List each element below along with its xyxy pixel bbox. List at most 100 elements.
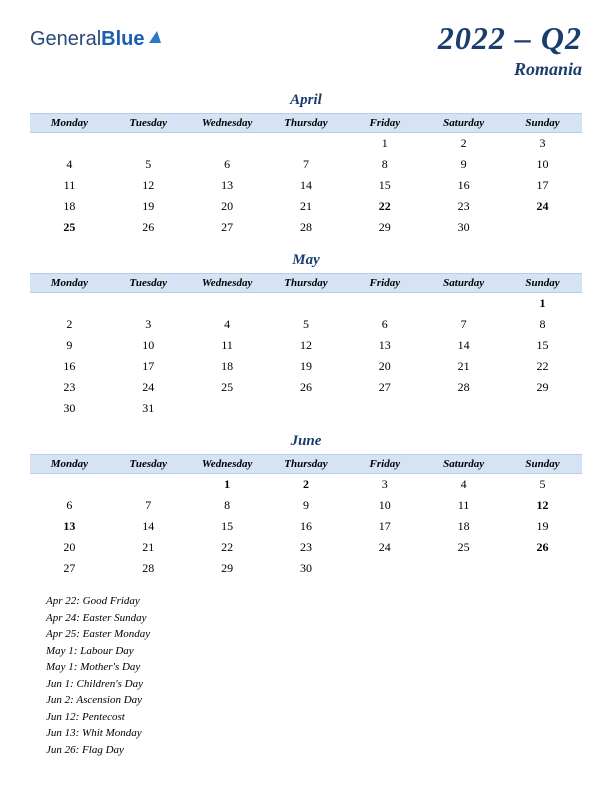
calendar-cell [109, 293, 188, 315]
calendar-cell: 25 [30, 217, 109, 238]
day-header: Saturday [424, 114, 503, 133]
day-header: Monday [30, 274, 109, 293]
calendar-row: 27282930 [30, 558, 582, 579]
calendar-cell: 12 [267, 335, 346, 356]
day-header: Tuesday [109, 114, 188, 133]
calendar-cell: 11 [424, 495, 503, 516]
calendar-cell: 1 [188, 474, 267, 496]
calendar-cell [30, 474, 109, 496]
calendar-cell: 7 [424, 314, 503, 335]
calendar-cell: 23 [424, 196, 503, 217]
calendar-cell [424, 293, 503, 315]
calendar-cell: 25 [188, 377, 267, 398]
calendar-cell: 29 [188, 558, 267, 579]
calendar-cell: 27 [345, 377, 424, 398]
calendar-cell: 10 [109, 335, 188, 356]
calendar-cell: 30 [424, 217, 503, 238]
calendar-cell: 26 [503, 537, 582, 558]
holiday-item: May 1: Labour Day [46, 643, 582, 660]
calendar-cell [188, 398, 267, 419]
calendar-cell: 21 [109, 537, 188, 558]
calendar-cell: 19 [267, 356, 346, 377]
logo: GeneralBlue [30, 28, 163, 51]
calendar-cell: 8 [345, 154, 424, 175]
calendar-cell: 15 [188, 516, 267, 537]
calendar-cell [188, 133, 267, 155]
calendar-cell: 5 [109, 154, 188, 175]
calendar-cell: 2 [267, 474, 346, 496]
calendar-cell: 18 [30, 196, 109, 217]
calendar-cell: 22 [345, 196, 424, 217]
day-header: Tuesday [109, 274, 188, 293]
calendar-cell: 5 [267, 314, 346, 335]
calendar-cell: 1 [503, 293, 582, 315]
calendar-table: MondayTuesdayWednesdayThursdayFridaySatu… [30, 113, 582, 238]
day-header: Friday [345, 455, 424, 474]
calendar-cell: 20 [30, 537, 109, 558]
calendar-cell: 3 [109, 314, 188, 335]
month-block: MayMondayTuesdayWednesdayThursdayFridayS… [30, 252, 582, 419]
calendar-row: 123 [30, 133, 582, 155]
calendar-cell: 16 [267, 516, 346, 537]
month-name: June [30, 433, 582, 450]
calendar-cell: 4 [424, 474, 503, 496]
calendar-cell: 3 [503, 133, 582, 155]
calendar-cell [503, 398, 582, 419]
calendar-cell [267, 133, 346, 155]
calendar-cell [30, 133, 109, 155]
holiday-item: Apr 25: Easter Monday [46, 626, 582, 643]
day-header: Saturday [424, 455, 503, 474]
calendar-cell: 17 [109, 356, 188, 377]
day-header: Friday [345, 114, 424, 133]
calendar-cell: 10 [503, 154, 582, 175]
calendar-cell [109, 474, 188, 496]
holiday-item: Jun 26: Flag Day [46, 742, 582, 759]
logo-text-general: General [30, 28, 101, 51]
day-header: Wednesday [188, 455, 267, 474]
holiday-item: May 1: Mother's Day [46, 659, 582, 676]
calendar-cell: 20 [188, 196, 267, 217]
calendar-container: AprilMondayTuesdayWednesdayThursdayFrida… [30, 92, 582, 579]
calendar-cell: 27 [188, 217, 267, 238]
month-name: May [30, 252, 582, 269]
calendar-cell: 12 [503, 495, 582, 516]
calendar-cell: 22 [188, 537, 267, 558]
calendar-cell [503, 217, 582, 238]
calendar-cell: 31 [109, 398, 188, 419]
calendar-cell: 28 [109, 558, 188, 579]
calendar-row: 16171819202122 [30, 356, 582, 377]
calendar-cell: 29 [345, 217, 424, 238]
calendar-cell: 22 [503, 356, 582, 377]
page-title: 2022 – Q2 [438, 20, 582, 57]
calendar-cell: 21 [267, 196, 346, 217]
month-block: JuneMondayTuesdayWednesdayThursdayFriday… [30, 433, 582, 579]
calendar-cell: 2 [424, 133, 503, 155]
calendar-cell: 7 [109, 495, 188, 516]
calendar-cell: 27 [30, 558, 109, 579]
holiday-item: Apr 22: Good Friday [46, 593, 582, 610]
day-header: Sunday [503, 114, 582, 133]
calendar-cell [345, 558, 424, 579]
day-header: Thursday [267, 455, 346, 474]
day-header: Tuesday [109, 455, 188, 474]
logo-triangle-icon [147, 28, 163, 51]
calendar-cell: 18 [424, 516, 503, 537]
calendar-cell: 11 [30, 175, 109, 196]
calendar-cell: 23 [267, 537, 346, 558]
calendar-cell: 24 [503, 196, 582, 217]
calendar-cell: 28 [267, 217, 346, 238]
day-header: Wednesday [188, 114, 267, 133]
holidays-list: Apr 22: Good FridayApr 24: Easter Sunday… [30, 593, 582, 758]
calendar-cell: 11 [188, 335, 267, 356]
calendar-cell: 4 [30, 154, 109, 175]
calendar-cell: 13 [30, 516, 109, 537]
calendar-cell: 26 [267, 377, 346, 398]
calendar-cell: 18 [188, 356, 267, 377]
calendar-cell: 6 [30, 495, 109, 516]
calendar-cell: 8 [188, 495, 267, 516]
calendar-cell [267, 398, 346, 419]
page-subtitle: Romania [438, 59, 582, 80]
calendar-cell: 6 [188, 154, 267, 175]
calendar-cell [424, 558, 503, 579]
calendar-cell: 23 [30, 377, 109, 398]
